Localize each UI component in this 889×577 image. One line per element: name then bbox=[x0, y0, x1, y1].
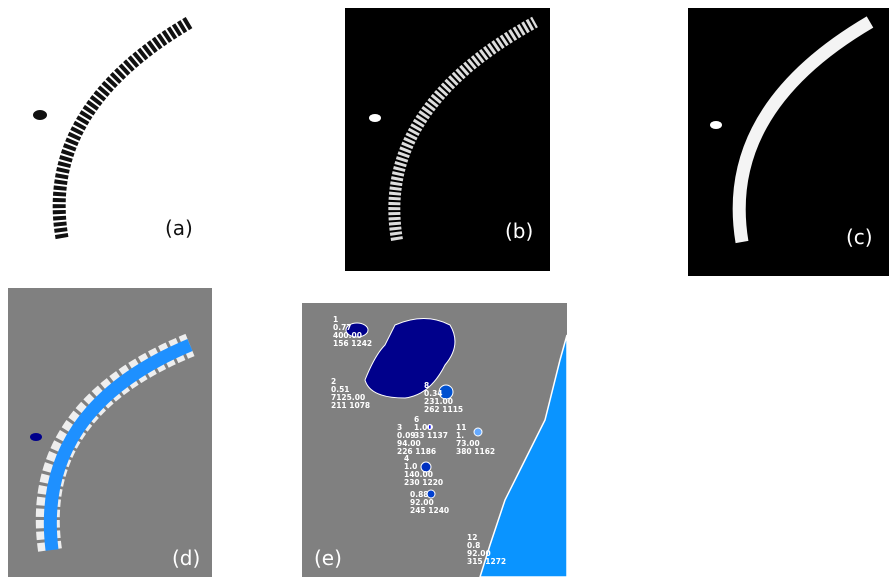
panel-label: (b) bbox=[505, 219, 533, 243]
blob bbox=[710, 121, 722, 129]
blob bbox=[369, 114, 381, 122]
arc bbox=[59, 22, 190, 238]
panel-c: (c) bbox=[688, 8, 889, 276]
panel-label: (d) bbox=[172, 546, 200, 570]
region-label: 226 1186 bbox=[397, 447, 436, 456]
region-label: 211 1078 bbox=[331, 401, 370, 410]
panel-label: (a) bbox=[165, 216, 193, 240]
region-label: 156 1242 bbox=[333, 339, 372, 348]
region bbox=[474, 428, 482, 436]
panel-a: (a) bbox=[33, 22, 193, 240]
panel-label: (c) bbox=[846, 225, 873, 249]
region-label: 380 1162 bbox=[456, 447, 495, 456]
figure: (a) (b) (c) (d) (e) 10.77400.00156 12422… bbox=[0, 0, 889, 577]
panel-b: (b) bbox=[345, 8, 550, 271]
region-label: 315 1272 bbox=[467, 557, 506, 566]
region-label: 262 1115 bbox=[424, 405, 463, 414]
blob bbox=[30, 433, 42, 441]
region-label: 230 1220 bbox=[404, 478, 443, 487]
panel-label: (e) bbox=[314, 546, 342, 570]
region-label: 245 1240 bbox=[410, 506, 449, 515]
panel-d: (d) bbox=[8, 288, 212, 577]
blob bbox=[33, 110, 47, 120]
